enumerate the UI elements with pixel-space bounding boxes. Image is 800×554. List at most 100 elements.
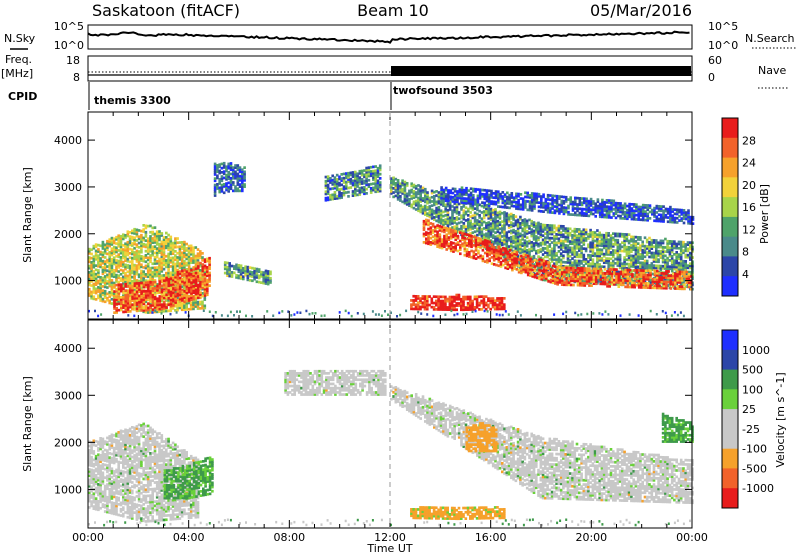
scatter-cell [133,263,136,267]
scatter-cell [491,297,495,300]
site-title: Saskatoon (fitACF) [92,1,240,20]
scatter-cell [580,245,583,248]
scatter-cell [162,244,166,248]
scatter-cell [632,275,635,279]
scatter-cell [169,298,173,302]
scatter-cell [537,221,540,225]
scatter-cell [126,276,130,280]
scatter-cell [223,271,227,275]
scatter-cell [153,297,157,301]
scatter-cell [167,294,170,298]
scatter-cell [223,267,227,271]
scatter-cell [612,236,615,240]
scatter-cell [491,301,495,305]
scatter-cell [401,192,404,195]
scatter-cell [544,238,547,242]
scatter-cell [491,211,495,214]
scatter-cell [473,226,477,229]
scatter-cell [176,292,180,295]
scatter-cell [238,174,242,178]
scatter-cell [174,258,177,262]
scatter-cell [437,201,441,205]
scatter-cell [686,266,690,270]
scatter-cell [550,224,554,227]
scatter-cell [666,242,669,245]
scatter-cell [539,229,543,232]
scatter-cell [149,304,152,307]
scatter-cell [99,276,102,279]
scatter-cell [555,226,558,230]
scatter-cell [510,242,513,245]
scatter-cell [461,234,464,237]
scatter-cell [246,265,250,269]
scatter-cell [650,262,654,265]
scatter-cell [392,187,395,190]
scatter-cell [433,199,436,202]
scatter-cell [155,230,159,234]
scatter-cell [454,246,457,250]
scatter-cell [439,209,443,213]
scatter-cell [430,217,434,220]
scatter-cell [657,264,660,268]
scatter-cell [598,263,601,266]
scatter-cell [602,265,606,269]
scatter-cell [602,238,606,241]
scatter-cell [163,285,166,289]
scatter-cell [349,179,353,183]
scatter-cell [192,282,195,285]
scatter-cell [142,310,145,314]
scatter-cell [225,188,228,192]
scatter-cell [185,299,189,303]
scatter-cell [230,271,234,274]
scatter-cell [165,265,168,269]
scatter-cell [523,243,527,247]
scatter-cell [634,242,638,245]
scatter-cell [498,214,502,218]
scatter-cell [555,252,558,255]
scatter-cell [122,281,125,285]
scatter-cell [269,270,272,274]
scatter-cell [174,241,177,245]
scatter-cell [122,260,125,264]
scatter-cell [417,209,420,213]
scatter-cell [167,290,171,294]
scatter-cell [146,224,150,228]
scatter-cell [190,289,193,293]
scatter-cell [436,243,439,246]
scatter-cell [668,248,672,252]
scatter-cell [176,294,180,297]
scatter-cell [160,276,164,280]
scatter-cell [131,237,134,241]
scatter-cell [417,207,420,210]
scatter-cell [374,171,377,175]
scatter-cell [146,269,150,272]
scatter-cell [137,264,141,268]
scatter-cell [675,244,678,248]
scatter-cell [178,249,182,253]
scatter-cell [90,290,93,294]
scatter-cell [203,277,207,280]
scatter-cell [106,258,109,262]
scatter-cell [146,266,150,270]
scatter-cell [206,272,209,275]
scatter-cell [575,234,579,237]
scatter-cell [444,203,447,207]
scatter-cell [666,250,669,254]
scatter-cell [476,221,479,224]
scatter-cell [180,302,184,305]
scatter-cell [120,285,123,289]
scatter-cell [126,249,130,253]
scatter-cell [568,227,572,231]
scatter-cell [435,303,438,307]
scatter-cell [427,236,430,239]
scatter-cell [580,236,583,240]
scatter-cell [623,249,626,253]
scatter-cell [478,228,481,232]
scatter-cell [504,251,507,255]
scatter-cell [232,181,235,184]
scatter-cell [156,307,159,311]
scatter-cell [129,286,132,290]
scatter-cell [573,227,577,231]
scatter-cell [99,244,102,248]
scatter-cell [525,249,529,252]
